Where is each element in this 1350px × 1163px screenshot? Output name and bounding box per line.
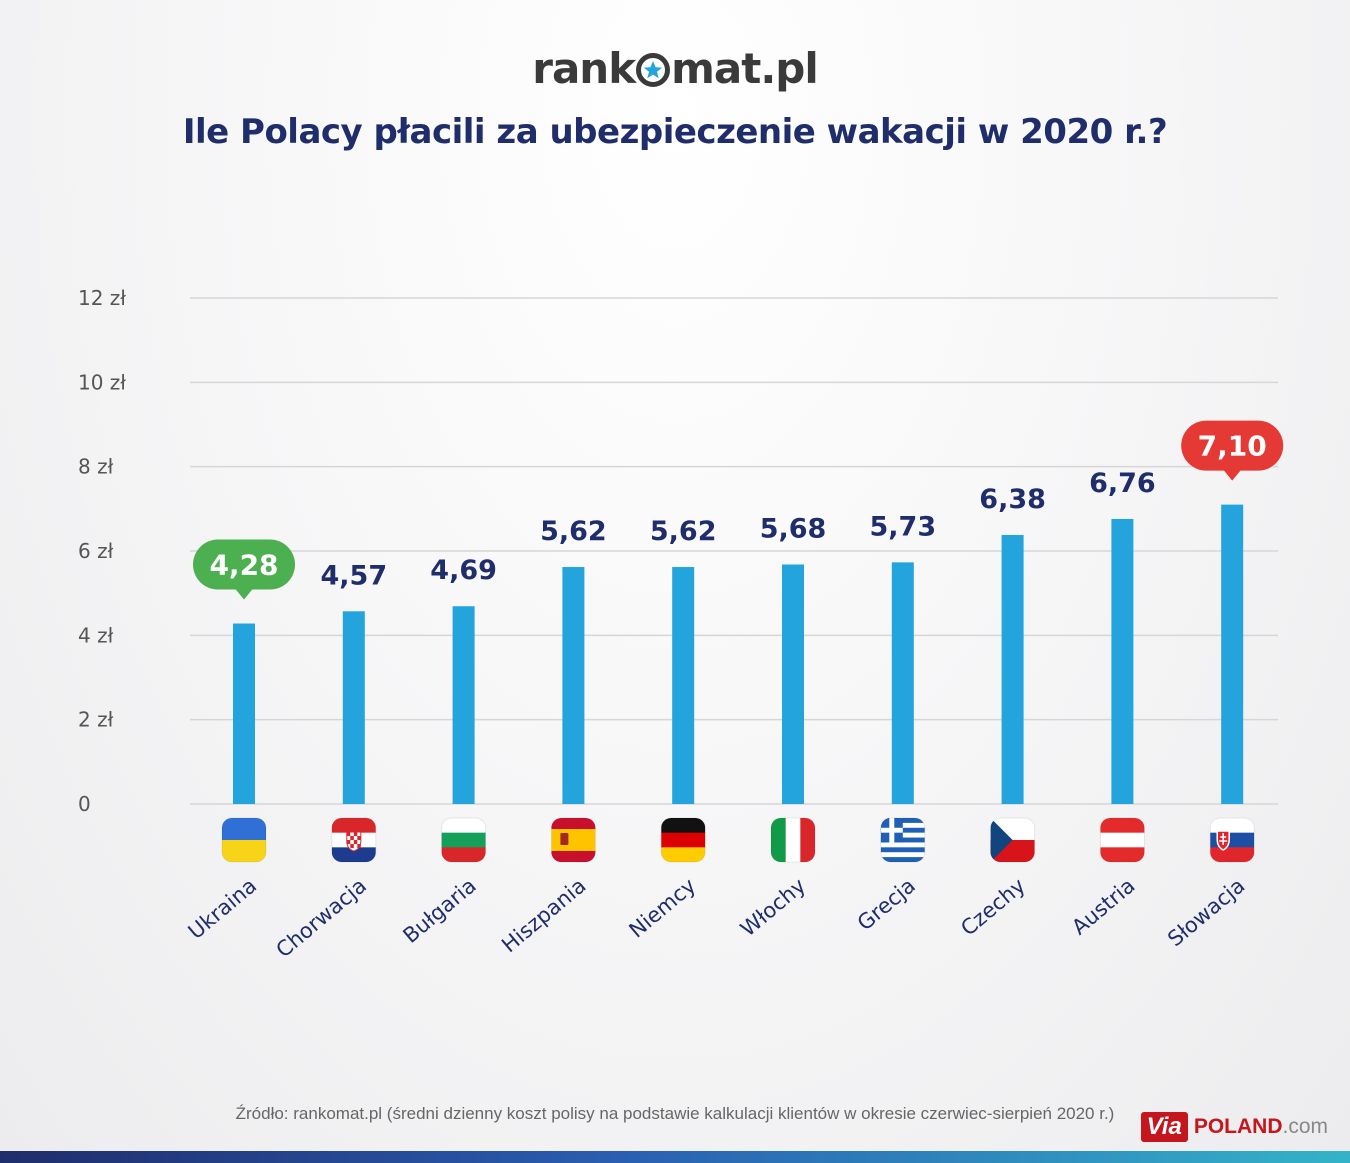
bar: [452, 606, 475, 804]
value-label: 6,76: [1089, 468, 1156, 499]
bar-chart: 0 2 zł 4 zł 6 zł 8 zł 10 zł 12 zł 4,28 4,57 4,69…: [78, 286, 1284, 962]
value-label: 5,62: [540, 516, 607, 547]
x-tick-label: Hiszpania: [497, 873, 590, 957]
bar: [233, 623, 255, 804]
star-icon: [636, 53, 671, 87]
bar: [782, 564, 804, 804]
spain-flag-icon: [550, 817, 596, 863]
italy-flag-icon: [770, 817, 816, 863]
y-tick-label: 0: [78, 792, 91, 816]
croatia-flag-icon: [331, 817, 377, 863]
y-tick-label: 8 zł: [78, 455, 114, 479]
chart-title: Ile Polacy płacili za ubezpieczenie waka…: [182, 112, 1168, 152]
bar: [562, 567, 585, 804]
rankomat-logo: rank mat.pl: [0, 44, 1350, 93]
bulgaria-flag-icon: [441, 817, 487, 863]
y-tick-label: 10 zł: [78, 370, 126, 394]
y-axis-ticks: 0 2 zł 4 zł 6 zł 8 zł 10 zł 12 zł: [78, 286, 126, 816]
footer-gradient-bar: [0, 1151, 1350, 1163]
x-tick-label: Czechy: [956, 873, 1030, 940]
x-tick-label: Bułgaria: [399, 873, 481, 947]
flags: [221, 817, 1255, 863]
watermark-name: POLAND: [1193, 1115, 1283, 1138]
max-value-badge: 7,10: [1181, 420, 1284, 481]
value-labels: 4,28 4,57 4,69 5,62 5,62 5,68 5,73 6,38 6,76 7,10: [193, 420, 1284, 600]
x-tick-label: Chorwacja: [272, 873, 372, 962]
bars: [233, 504, 1244, 804]
value-label: 5,73: [869, 511, 936, 542]
slovakia-flag-icon: [1209, 817, 1255, 863]
value-label: 4,28: [209, 549, 278, 582]
x-tick-label: Austria: [1067, 873, 1139, 939]
bar: [342, 611, 365, 804]
logo-text-prefix: rank: [532, 44, 636, 93]
germany-flag-icon: [660, 817, 706, 863]
greece-flag-icon: [880, 817, 926, 863]
y-tick-label: 6 zł: [78, 539, 114, 563]
grid-lines: [190, 297, 1278, 805]
y-tick-label: 2 zł: [78, 708, 114, 732]
y-tick-label: 4 zł: [78, 623, 114, 647]
value-label: 5,68: [760, 513, 827, 544]
bar: [1001, 534, 1024, 804]
value-label: 6,38: [979, 484, 1046, 515]
watermark-via: Via: [1140, 1112, 1188, 1142]
viapoland-watermark: Via POLAND.com: [1140, 1112, 1328, 1142]
austria-flag-icon: [1099, 817, 1145, 863]
x-tick-label: Włochy: [736, 873, 810, 941]
logo-text-suffix: mat.pl: [671, 44, 819, 93]
value-label: 7,10: [1198, 430, 1267, 463]
ukraine-flag-icon: [221, 817, 267, 863]
source-note: Źródło: rankomat.pl (średni dzienny kosz…: [235, 1104, 1115, 1123]
value-label: 4,69: [430, 555, 497, 586]
watermark-domain: .com: [1282, 1115, 1328, 1138]
y-tick-label: 12 zł: [78, 286, 126, 310]
bar: [1111, 518, 1134, 804]
bar: [891, 562, 914, 804]
x-tick-label: Niemcy: [625, 873, 701, 942]
bar: [1221, 504, 1244, 804]
bar: [672, 567, 695, 804]
value-label: 5,62: [650, 516, 717, 547]
x-tick-label: Grecja: [853, 873, 920, 935]
x-axis-labels: Ukraina Chorwacja Bułgaria Hiszpania Niemcy W…: [184, 873, 1250, 962]
value-label: 4,57: [320, 560, 387, 591]
czechia-flag-icon: [990, 817, 1036, 863]
x-tick-label: Słowacja: [1163, 873, 1249, 951]
x-tick-label: Ukraina: [184, 873, 262, 943]
min-value-badge: 4,28: [193, 539, 295, 600]
